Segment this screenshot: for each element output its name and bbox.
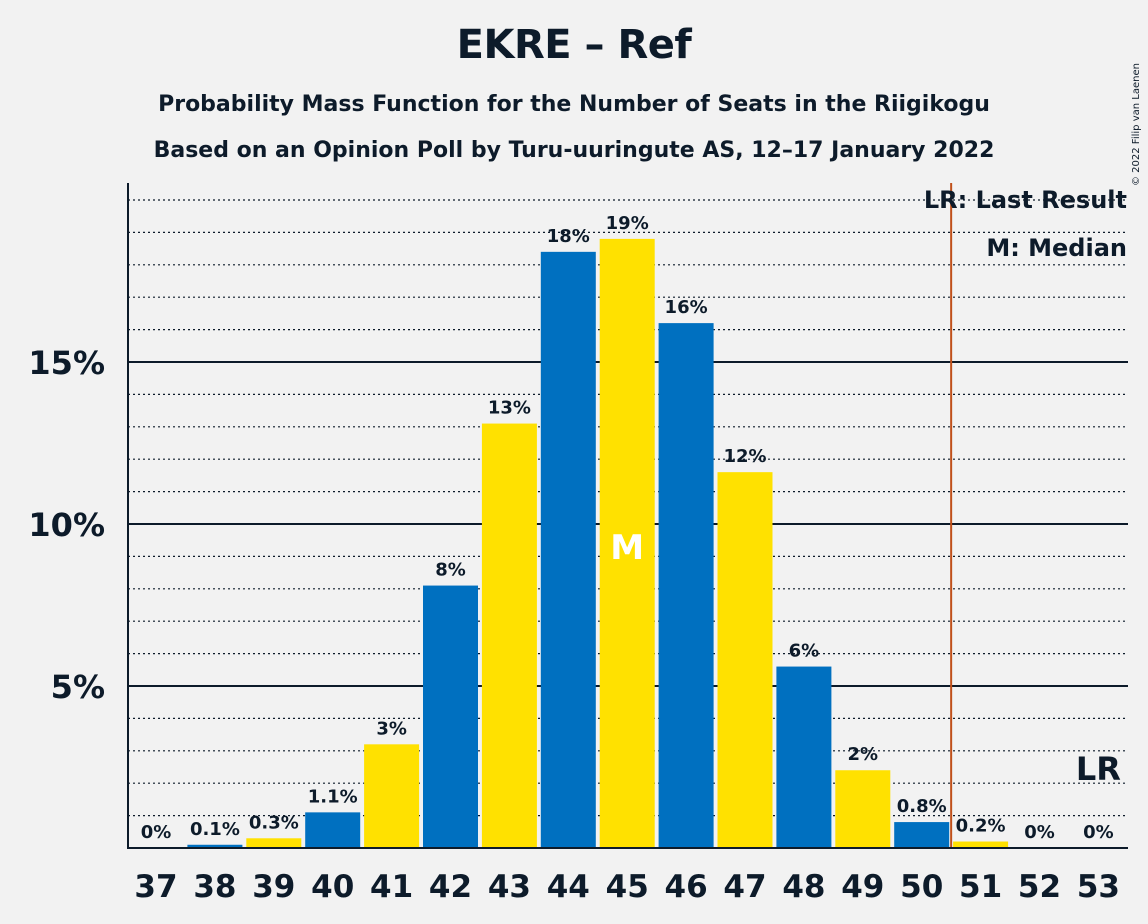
bar-seat-38 bbox=[187, 844, 243, 848]
data-label-seat-46: 16% bbox=[665, 297, 708, 318]
x-tick-label-seat-46: 46 bbox=[665, 869, 708, 905]
x-tick-label-seat-53: 53 bbox=[1077, 869, 1120, 905]
y-tick-label: 15% bbox=[28, 344, 105, 382]
data-label-seat-40: 1.1% bbox=[308, 786, 358, 807]
chart-title: EKRE – Ref bbox=[456, 22, 692, 68]
data-label-seat-51: 0.2% bbox=[956, 816, 1006, 837]
bar-seat-51 bbox=[953, 841, 1009, 848]
bar-seat-47 bbox=[717, 472, 773, 848]
bar-seat-43 bbox=[481, 423, 537, 848]
copyright-text: © 2022 Filip van Laenen bbox=[1131, 63, 1142, 186]
data-label-seat-45: 19% bbox=[606, 213, 649, 234]
data-label-seat-42: 8% bbox=[435, 560, 466, 581]
x-tick-label-seat-37: 37 bbox=[134, 869, 177, 905]
data-label-seat-47: 12% bbox=[723, 446, 766, 467]
x-tick-label-seat-40: 40 bbox=[311, 869, 354, 905]
median-marker: M bbox=[610, 528, 644, 568]
x-tick-label-seat-48: 48 bbox=[782, 869, 825, 905]
bar-seat-42 bbox=[423, 585, 478, 848]
x-tick-label-seat-41: 41 bbox=[370, 869, 413, 905]
data-label-seat-53: 0% bbox=[1083, 822, 1114, 843]
bar-seat-40 bbox=[305, 812, 361, 848]
axes: 5% 10% 15% 37 38 39 40 41 42 43 44 45 46 47 48 49 50 51 52… bbox=[28, 183, 1128, 905]
bars bbox=[187, 238, 1009, 849]
data-label-seat-37: 0% bbox=[141, 822, 172, 843]
bar-seat-46 bbox=[658, 323, 714, 848]
bar-seat-50 bbox=[894, 822, 950, 848]
data-label-seat-43: 13% bbox=[488, 398, 531, 419]
x-tick-label-seat-49: 49 bbox=[841, 869, 884, 905]
last-result-marker: LR bbox=[1076, 750, 1121, 788]
y-tick-label: 10% bbox=[28, 506, 105, 544]
x-tick-label-seat-52: 52 bbox=[1018, 869, 1061, 905]
data-label-seat-44: 18% bbox=[547, 226, 590, 247]
x-tick-label-seat-44: 44 bbox=[547, 869, 590, 905]
legend-last-result: LR: Last Result bbox=[924, 186, 1127, 214]
data-label-seat-41: 3% bbox=[376, 718, 407, 739]
data-labels: 0% 0.1% 0.3% 1.1% 3% 8% 13% 18% 19% M 16% 12% 6% 2% 0.… bbox=[141, 213, 1121, 843]
data-label-seat-48: 6% bbox=[789, 641, 820, 662]
chart-subtitle-1: Probability Mass Function for the Number… bbox=[158, 92, 990, 117]
x-tick-label-seat-39: 39 bbox=[252, 869, 295, 905]
y-tick-label: 5% bbox=[51, 668, 105, 706]
data-label-seat-49: 2% bbox=[848, 744, 879, 765]
x-tick-label-seat-51: 51 bbox=[959, 869, 1002, 905]
bar-seat-44 bbox=[540, 251, 596, 849]
x-tick-label-seat-38: 38 bbox=[193, 869, 236, 905]
copyright-notice: © 2022 Filip van Laenen bbox=[1131, 63, 1142, 186]
chart-subtitle-2: Based on an Opinion Poll by Turu-uuringu… bbox=[153, 138, 995, 163]
legend: LR: Last Result M: Median bbox=[924, 186, 1127, 262]
x-tick-label-seat-42: 42 bbox=[429, 869, 472, 905]
bar-seat-48 bbox=[776, 666, 832, 848]
data-label-seat-50: 0.8% bbox=[897, 796, 947, 817]
x-tick-label-seat-45: 45 bbox=[606, 869, 649, 905]
x-tick-label-seat-43: 43 bbox=[488, 869, 531, 905]
x-tick-label-seat-47: 47 bbox=[723, 869, 766, 905]
bar-seat-45 bbox=[599, 238, 655, 848]
data-label-seat-38: 0.1% bbox=[190, 819, 240, 840]
data-label-seat-39: 0.3% bbox=[249, 812, 299, 833]
data-label-seat-52: 0% bbox=[1024, 822, 1055, 843]
legend-median: M: Median bbox=[986, 234, 1127, 262]
bar-seat-39 bbox=[246, 838, 302, 848]
bar-seat-49 bbox=[835, 770, 891, 848]
bar-seat-41 bbox=[364, 744, 420, 848]
x-tick-label-seat-50: 50 bbox=[900, 869, 943, 905]
